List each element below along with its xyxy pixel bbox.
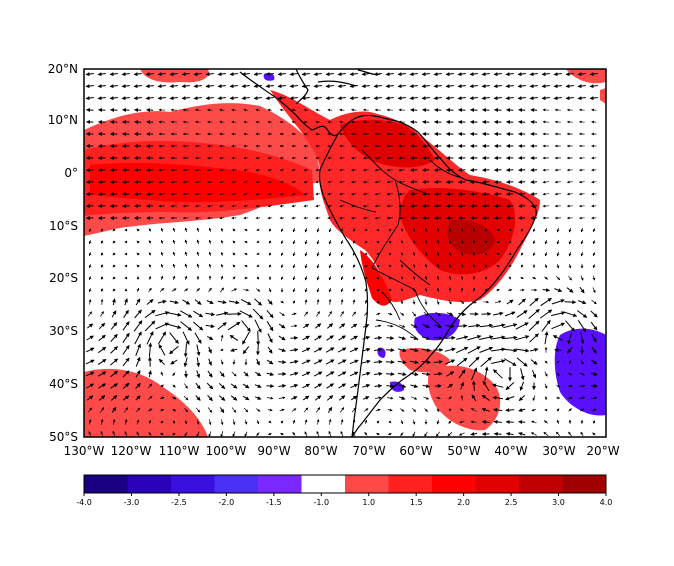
- colorbar-cell: [476, 475, 520, 493]
- colorbar-tick-label: -1.0: [313, 498, 329, 507]
- lon-label: 70°W: [352, 444, 385, 458]
- lat-label: 50°S: [49, 430, 78, 444]
- lat-label: 10°N: [48, 113, 78, 127]
- lon-label: 50°W: [447, 444, 480, 458]
- colorbar-tick-label: 1.5: [410, 498, 423, 507]
- lat-label: 40°S: [49, 377, 78, 391]
- colorbar-tick-label: -2.0: [219, 498, 235, 507]
- colorbar-tick-label: 2.0: [457, 498, 470, 507]
- wind-arrow: [258, 331, 259, 345]
- colorbar-tick-label: 4.0: [600, 498, 613, 507]
- lat-label: 20°S: [49, 271, 78, 285]
- lat-label: 10°S: [49, 219, 78, 233]
- lon-label: 90°W: [257, 444, 290, 458]
- lon-label: 130°W: [64, 444, 105, 458]
- wind-arrow: [435, 386, 441, 387]
- wind-arrow: [519, 422, 525, 423]
- wind-arrow: [531, 194, 537, 195]
- wind-arrow: [564, 302, 575, 303]
- colorbar-cell: [345, 475, 389, 493]
- colorbar-cell: [171, 475, 215, 493]
- lon-label: 30°W: [542, 444, 575, 458]
- wind-arrow: [531, 182, 537, 183]
- lon-label: 100°W: [206, 444, 247, 458]
- wind-arrow: [457, 326, 467, 327]
- colorbar-cell: [258, 475, 302, 493]
- colorbar-tick-label: 1.0: [362, 498, 375, 507]
- wind-arrow: [147, 194, 153, 195]
- colorbar-tick-label: -3.0: [124, 498, 140, 507]
- wind-arrow: [386, 362, 394, 363]
- colorbar-cell: [563, 475, 607, 493]
- wind-arrow: [386, 374, 394, 375]
- colorbar-tick-label: -2.5: [171, 498, 187, 507]
- colorbar-cell: [519, 475, 563, 493]
- colorbar-tick-label: 3.0: [552, 498, 565, 507]
- lon-label: 40°W: [494, 444, 527, 458]
- wind-arrow: [266, 386, 273, 387]
- longitude-labels: 130°W 120°W 110°W 100°W 90°W 80°W 70°W 6…: [64, 444, 620, 458]
- colorbar-tick-label: 2.5: [505, 498, 518, 507]
- lon-label: 20°W: [586, 444, 619, 458]
- colorbar-cell: [128, 475, 172, 493]
- wind-arrow: [291, 338, 298, 339]
- wind-arrow: [411, 194, 417, 195]
- lat-label: 20°N: [48, 62, 78, 76]
- lon-label: 120°W: [111, 444, 152, 458]
- lon-label: 80°W: [304, 444, 337, 458]
- colorbar-cell: [215, 475, 259, 493]
- latitude-labels: 20°N 10°N 0° 10°S 20°S 30°S 40°S 50°S: [48, 62, 78, 444]
- map-plot-area: [84, 69, 606, 437]
- wind-arrow: [494, 434, 501, 435]
- colorbar-cell: [432, 475, 476, 493]
- colorbar: -4.0 -3.0 -2.5 -2.0 -1.5 -1.0 1.0 1.5 2.0 2.5 3.0 4…: [76, 475, 612, 507]
- lat-label: 0°: [64, 166, 78, 180]
- lat-label: 30°S: [49, 324, 78, 338]
- lon-label: 60°W: [399, 444, 432, 458]
- wind-arrow: [555, 350, 561, 351]
- wind-arrow: [386, 350, 394, 351]
- colorbar-cell: [389, 475, 433, 493]
- lon-label: 110°W: [159, 444, 200, 458]
- colorbar-cell: [84, 475, 128, 493]
- colorbar-cell: [302, 475, 346, 493]
- colorbar-tick-label: -1.5: [266, 498, 282, 507]
- colorbar-tick-label: -4.0: [76, 498, 92, 507]
